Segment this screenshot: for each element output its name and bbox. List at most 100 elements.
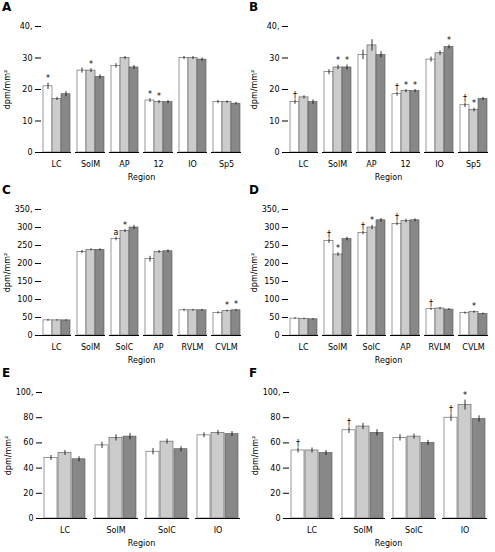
svg-text:20: 20 [270,489,280,498]
svg-text:10: 10 [269,117,279,126]
svg-text:LC: LC [51,160,61,169]
svg-text:SolC: SolC [405,526,423,535]
svg-text:*: * [404,81,408,90]
svg-text:SolM: SolM [328,160,347,169]
svg-text:AP: AP [153,343,163,352]
svg-text:*: * [123,221,127,230]
svg-text:30: 30 [22,54,32,63]
svg-text:*: * [472,302,476,311]
svg-text:0: 0 [275,514,280,523]
svg-text:SolC: SolC [363,343,381,352]
svg-text:50: 50 [22,313,32,322]
svg-text:dpm/mm²: dpm/mm² [251,436,260,475]
svg-text:100,: 100, [263,388,281,397]
svg-text:†: † [449,405,453,414]
svg-text:Region: Region [375,173,402,182]
svg-text:100,: 100, [16,388,34,397]
svg-text:*: * [370,216,374,225]
svg-text:300: 300 [264,223,279,232]
svg-text:LC: LC [60,526,70,535]
svg-text:350,: 350, [15,205,33,214]
svg-text:*: * [472,99,476,108]
svg-text:†: † [293,91,297,100]
svg-text:80: 80 [23,413,33,422]
svg-text:0: 0 [27,331,32,340]
svg-text:dpm/mm²: dpm/mm² [250,253,259,292]
svg-text:*: * [225,301,229,310]
svg-text:12: 12 [153,160,163,169]
svg-text:40,: 40, [20,22,33,31]
svg-text:*: * [89,60,93,69]
svg-text:SolM: SolM [81,343,100,352]
svg-text:RVLM: RVLM [429,343,451,352]
svg-text:LC: LC [298,343,308,352]
svg-text:SolM: SolM [106,526,125,535]
svg-text:250: 250 [264,241,279,250]
svg-text:†: † [327,230,331,239]
svg-text:20: 20 [269,85,279,94]
svg-text:dpm/mm²: dpm/mm² [3,70,12,109]
svg-text:AP: AP [400,343,410,352]
svg-text:*: * [447,36,451,45]
svg-text:20: 20 [23,489,33,498]
svg-text:0: 0 [274,331,279,340]
svg-text:Region: Region [128,173,155,182]
svg-text:Region: Region [375,356,402,365]
svg-text:†: † [361,222,365,231]
svg-text:150: 150 [17,277,32,286]
svg-text:12: 12 [400,160,410,169]
svg-text:10: 10 [22,117,32,126]
svg-text:*: * [336,244,340,253]
svg-text:*: * [157,92,161,101]
svg-text:40: 40 [270,464,280,473]
svg-text:60: 60 [270,438,280,447]
svg-text:300: 300 [17,223,32,232]
svg-text:150: 150 [264,277,279,286]
svg-text:†: † [429,299,433,308]
svg-text:†: † [347,418,351,427]
svg-text:50: 50 [269,313,279,322]
svg-text:Region: Region [128,356,155,365]
svg-text:IO: IO [188,160,197,169]
svg-text:†: † [463,94,467,103]
svg-text:80: 80 [270,413,280,422]
svg-text:†: † [395,213,399,222]
svg-text:dpm/mm²: dpm/mm² [4,436,13,475]
svg-text:Sp5: Sp5 [219,160,234,169]
svg-text:IO: IO [461,526,470,535]
svg-text:Region: Region [375,539,402,548]
svg-text:*: * [463,391,467,400]
svg-text:350,: 350, [262,205,280,214]
svg-text:Region: Region [128,539,155,548]
svg-text:SolM: SolM [81,160,100,169]
svg-text:*: * [345,56,349,65]
svg-text:dpm/mm²: dpm/mm² [3,253,12,292]
svg-text:250: 250 [17,241,32,250]
svg-text:SolM: SolM [328,343,347,352]
svg-text:AP: AP [119,160,129,169]
svg-text:CVLM: CVLM [462,343,485,352]
svg-text:20: 20 [22,85,32,94]
svg-text:LC: LC [298,160,308,169]
svg-text:200: 200 [17,259,32,268]
svg-text:100: 100 [17,295,32,304]
svg-text:200: 200 [264,259,279,268]
svg-text:LC: LC [51,343,61,352]
svg-text:30: 30 [269,54,279,63]
svg-text:*: * [413,81,417,90]
svg-text:*: * [46,74,50,83]
svg-text:SolM: SolM [353,526,372,535]
svg-text:SolC: SolC [158,526,176,535]
svg-text:AP: AP [366,160,376,169]
svg-text:†: † [395,83,399,92]
svg-text:*: * [148,90,152,99]
svg-text:IO: IO [435,160,444,169]
svg-text:40,: 40, [267,22,280,31]
svg-text:LC: LC [307,526,317,535]
svg-text:a: a [114,228,119,237]
svg-text:*: * [234,300,238,309]
svg-text:IO: IO [214,526,223,535]
svg-text:40: 40 [23,464,33,473]
svg-text:0: 0 [27,148,32,157]
svg-text:Sp5: Sp5 [466,160,481,169]
